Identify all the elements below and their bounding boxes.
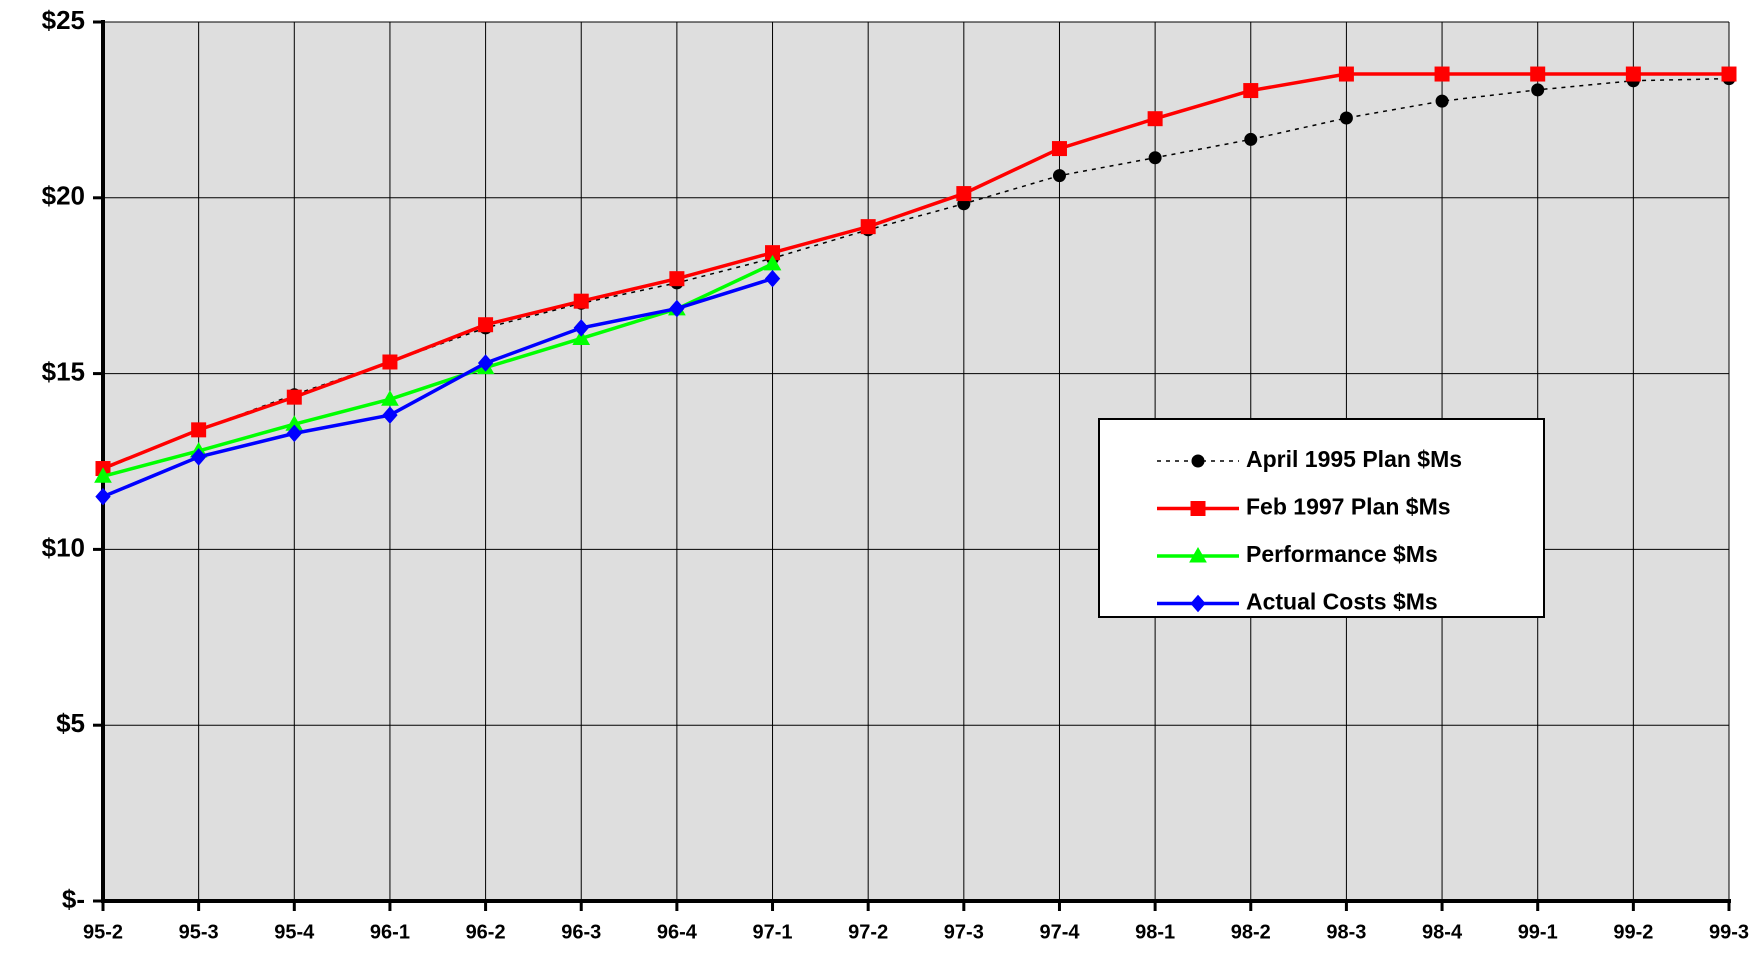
data-point <box>191 422 207 438</box>
x-tick-label: 96-2 <box>466 921 506 943</box>
data-point <box>1051 141 1067 157</box>
data-point <box>669 299 685 318</box>
x-tick-label: 97-3 <box>944 921 984 943</box>
y-tick-label: $5 <box>56 708 85 738</box>
data-point <box>478 317 494 333</box>
data-point <box>572 329 591 345</box>
legend-marker <box>1190 501 1206 516</box>
data-point <box>956 186 972 202</box>
y-tick-label: $15 <box>42 356 85 386</box>
data-point <box>860 219 876 235</box>
data-point <box>669 271 685 287</box>
x-tick-label: 98-3 <box>1326 921 1366 943</box>
data-point <box>573 293 589 309</box>
x-tick-label: 99-2 <box>1613 921 1653 943</box>
data-point <box>94 467 112 483</box>
data-point <box>573 319 589 337</box>
y-tick-label: $20 <box>42 181 85 211</box>
data-point <box>286 424 302 443</box>
legend-label: Feb 1997 Plan $Ms <box>1246 494 1451 520</box>
legend-label: Actual Costs $Ms <box>1246 589 1438 615</box>
x-tick-label: 98-2 <box>1231 921 1271 943</box>
legend-marker <box>1190 594 1206 613</box>
x-tick-label: 98-1 <box>1135 921 1175 943</box>
data-point <box>382 406 398 424</box>
data-point <box>1530 66 1546 82</box>
data-point <box>1148 151 1162 165</box>
data-point <box>286 389 302 405</box>
y-tick-label: $10 <box>42 532 85 562</box>
legend-label: Performance $Ms <box>1246 541 1438 567</box>
data-point <box>1338 66 1354 82</box>
data-point <box>1147 111 1163 127</box>
x-tick-label: 98-4 <box>1422 921 1463 943</box>
data-point <box>1243 83 1259 99</box>
data-point <box>1721 66 1737 82</box>
x-tick-label: 96-3 <box>561 921 601 943</box>
legend-marker <box>1189 546 1207 563</box>
x-tick-label: 99-3 <box>1709 921 1749 943</box>
legend-marker <box>1191 454 1205 468</box>
data-point <box>1052 169 1066 183</box>
y-tick-label: $25 <box>42 5 85 35</box>
data-point <box>1625 66 1641 82</box>
data-point <box>190 448 207 466</box>
x-tick-label: 95-3 <box>179 921 219 943</box>
data-point <box>1434 66 1450 82</box>
y-tick-label: $- <box>62 884 85 914</box>
data-point <box>763 254 782 271</box>
x-tick-label: 95-2 <box>83 921 123 943</box>
data-point <box>95 487 111 506</box>
x-tick-label: 96-4 <box>657 921 698 943</box>
series-line <box>102 72 1729 471</box>
x-tick-label: 99-1 <box>1518 921 1558 943</box>
data-point <box>477 354 494 372</box>
data-point <box>764 269 781 288</box>
data-point <box>382 354 398 370</box>
series-line <box>102 262 774 478</box>
x-tick-label: 95-4 <box>274 921 315 943</box>
x-tick-label: 97-1 <box>753 921 793 943</box>
x-tick-label: 97-4 <box>1039 921 1080 943</box>
data-point <box>1435 94 1449 108</box>
x-tick-label: 97-2 <box>848 921 888 943</box>
legend-box <box>1098 418 1545 618</box>
data-point <box>381 390 399 406</box>
x-tick-label: 96-1 <box>370 921 410 943</box>
data-point <box>1244 132 1258 146</box>
data-point <box>1339 111 1353 125</box>
series-line <box>102 276 774 499</box>
legend-label: April 1995 Plan $Ms <box>1246 446 1462 472</box>
data-point <box>1531 83 1545 97</box>
